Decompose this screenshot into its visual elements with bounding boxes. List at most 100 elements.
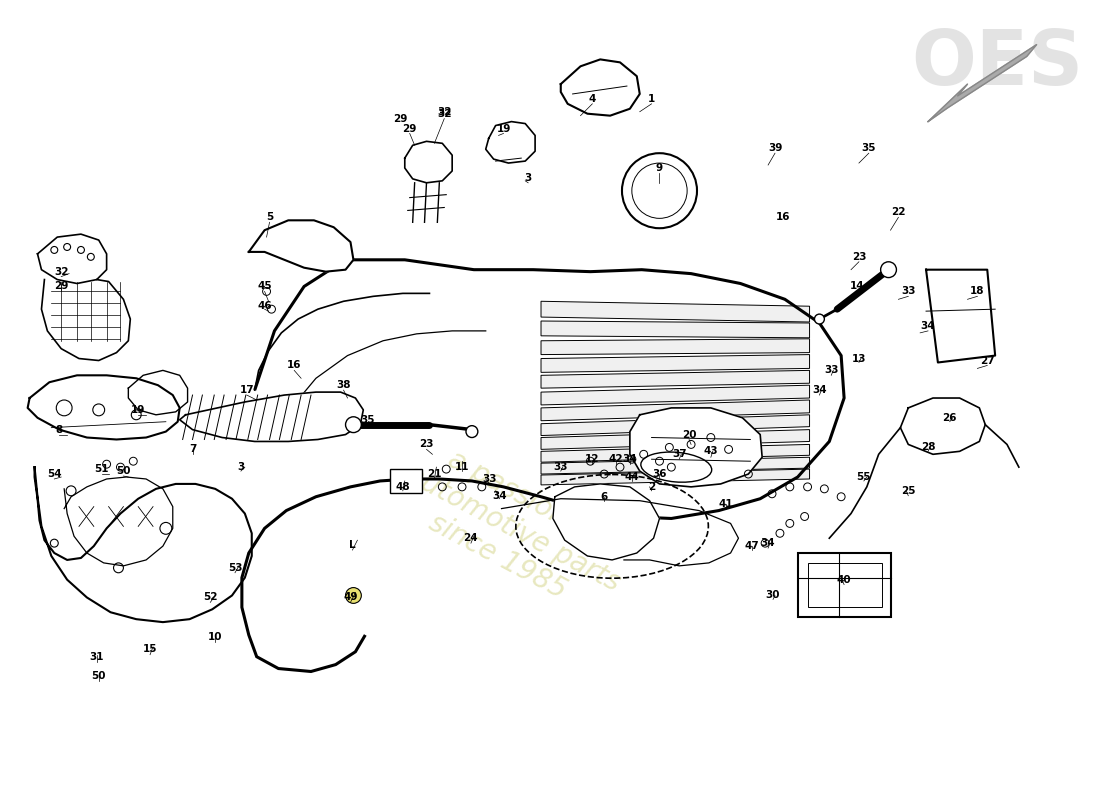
Text: 38: 38 <box>337 380 351 390</box>
Polygon shape <box>541 415 810 435</box>
Polygon shape <box>486 122 535 163</box>
Circle shape <box>814 314 824 324</box>
Polygon shape <box>541 385 810 405</box>
Text: 3: 3 <box>238 462 244 472</box>
Text: 4: 4 <box>588 94 596 104</box>
Text: 23: 23 <box>419 439 433 450</box>
Polygon shape <box>541 430 810 450</box>
Text: 34: 34 <box>492 490 507 501</box>
Polygon shape <box>541 458 810 474</box>
Polygon shape <box>42 279 130 361</box>
FancyBboxPatch shape <box>390 469 421 493</box>
Polygon shape <box>179 392 363 442</box>
Text: 24: 24 <box>463 534 478 543</box>
Text: 13: 13 <box>851 354 866 363</box>
Text: 5: 5 <box>266 212 273 222</box>
Text: 46: 46 <box>257 302 272 311</box>
Circle shape <box>345 587 361 603</box>
FancyBboxPatch shape <box>798 553 891 617</box>
Text: 9: 9 <box>656 163 663 173</box>
Polygon shape <box>553 484 660 560</box>
Text: 31: 31 <box>89 652 104 662</box>
Text: 1: 1 <box>648 94 656 104</box>
Text: 25: 25 <box>901 486 915 496</box>
Text: 7: 7 <box>189 444 196 454</box>
Text: 47: 47 <box>745 541 760 551</box>
Text: 50: 50 <box>117 466 131 476</box>
Text: 44: 44 <box>625 472 639 482</box>
Text: 15: 15 <box>143 644 157 654</box>
Text: 23: 23 <box>851 252 866 262</box>
Text: 51: 51 <box>95 464 109 474</box>
Text: 33: 33 <box>824 366 838 375</box>
Polygon shape <box>541 469 810 485</box>
Text: 16: 16 <box>776 212 790 222</box>
Text: 35: 35 <box>861 143 876 154</box>
Circle shape <box>466 426 477 438</box>
Polygon shape <box>541 445 810 462</box>
Polygon shape <box>541 302 810 322</box>
Text: 16: 16 <box>287 361 301 370</box>
Text: 30: 30 <box>766 590 780 601</box>
Text: 6: 6 <box>601 492 608 502</box>
Text: 20: 20 <box>682 430 696 439</box>
Text: 42: 42 <box>608 454 624 464</box>
Text: 3: 3 <box>525 173 531 183</box>
Text: 28: 28 <box>921 442 935 452</box>
Text: a passion for
automotive parts
since 1985: a passion for automotive parts since 198… <box>386 431 640 626</box>
Text: 39: 39 <box>768 143 782 154</box>
Polygon shape <box>541 338 810 354</box>
Circle shape <box>881 262 896 278</box>
Text: 17: 17 <box>240 385 254 395</box>
Text: 33: 33 <box>483 474 497 484</box>
Text: 32: 32 <box>437 109 451 118</box>
Text: 34: 34 <box>761 538 776 548</box>
Polygon shape <box>926 270 996 362</box>
Text: 36: 36 <box>652 469 667 479</box>
Polygon shape <box>901 398 986 454</box>
Polygon shape <box>541 370 810 388</box>
Text: 29: 29 <box>54 282 68 291</box>
Polygon shape <box>249 220 353 272</box>
Text: 21: 21 <box>427 469 441 479</box>
Text: OES: OES <box>911 27 1084 102</box>
Text: 48: 48 <box>396 482 410 492</box>
Text: 19: 19 <box>131 405 145 415</box>
Polygon shape <box>37 234 107 283</box>
Text: 53: 53 <box>228 563 242 573</box>
Text: L: L <box>349 540 355 550</box>
Text: 18: 18 <box>970 286 985 297</box>
Text: 33: 33 <box>901 286 915 297</box>
Text: 29: 29 <box>403 123 417 134</box>
Text: 19: 19 <box>496 123 510 134</box>
Text: 8: 8 <box>56 425 63 434</box>
Text: 33: 33 <box>553 462 568 472</box>
Text: 43: 43 <box>704 446 718 456</box>
Text: 37: 37 <box>672 450 686 459</box>
Text: 55: 55 <box>857 472 871 482</box>
Circle shape <box>345 417 361 433</box>
Text: 45: 45 <box>257 282 272 291</box>
Polygon shape <box>129 370 188 415</box>
Text: 52: 52 <box>204 593 218 602</box>
Text: 34: 34 <box>921 321 935 331</box>
Polygon shape <box>541 321 810 338</box>
Text: 50: 50 <box>91 671 106 682</box>
Text: 34: 34 <box>812 385 827 395</box>
Polygon shape <box>541 354 810 372</box>
Text: 14: 14 <box>849 282 865 291</box>
Text: 11: 11 <box>454 462 470 472</box>
Text: 49: 49 <box>343 593 358 602</box>
Text: 22: 22 <box>891 207 905 218</box>
Text: 27: 27 <box>980 355 994 366</box>
Text: 32: 32 <box>54 266 68 277</box>
Polygon shape <box>28 375 179 439</box>
Text: 2: 2 <box>648 482 656 492</box>
Polygon shape <box>34 467 252 622</box>
Text: 12: 12 <box>585 454 600 464</box>
Text: 29: 29 <box>393 114 407 124</box>
Polygon shape <box>405 142 452 183</box>
Polygon shape <box>928 45 1036 122</box>
Text: 26: 26 <box>943 413 957 422</box>
Polygon shape <box>541 400 810 421</box>
